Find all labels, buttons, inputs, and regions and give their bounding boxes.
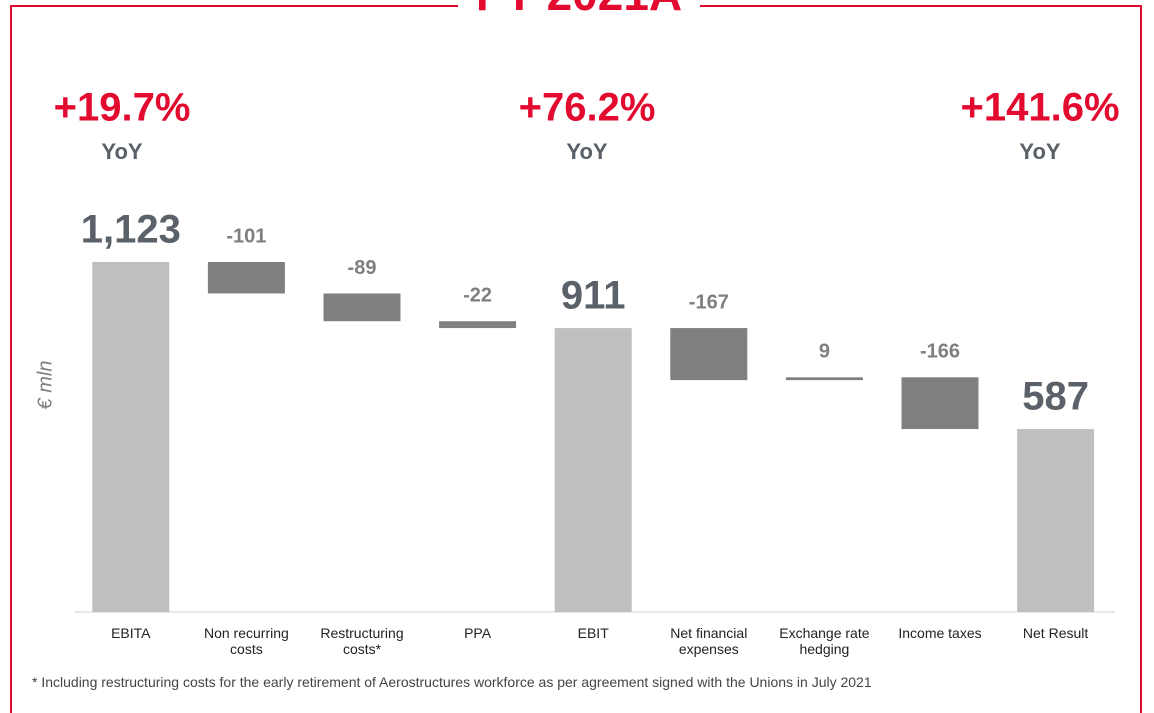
- frame: [10, 5, 1142, 713]
- value-label: -101: [226, 225, 266, 247]
- bar: [785, 377, 863, 381]
- bar: [670, 328, 748, 381]
- bar: [554, 328, 632, 612]
- bar: [901, 377, 979, 430]
- growth-annotation: +76.2%: [519, 86, 656, 130]
- x-tick-label: Income taxes: [898, 625, 982, 641]
- growth-annotation-sub: YoY: [101, 139, 142, 164]
- value-label: 1,123: [81, 208, 181, 252]
- bar: [323, 293, 401, 322]
- title: FY 2021A: [476, 0, 682, 20]
- y-axis-label: € mln: [34, 361, 56, 410]
- growth-annotation-sub: YoY: [1019, 139, 1060, 164]
- bar: [439, 321, 517, 329]
- growth-annotation: +19.7%: [54, 86, 191, 130]
- growth-annotation-sub: YoY: [566, 139, 607, 164]
- value-label: 587: [1022, 375, 1089, 419]
- bar: [92, 262, 170, 612]
- value-label: -22: [463, 284, 492, 306]
- value-label: -166: [920, 341, 960, 363]
- x-tick-label: Exchange rate hedging: [779, 625, 870, 657]
- x-tick-label: Net Result: [1022, 625, 1089, 641]
- value-label: 9: [819, 341, 830, 363]
- bar: [207, 262, 285, 294]
- growth-annotation: +141.6%: [960, 86, 1119, 130]
- value-label: -167: [689, 291, 729, 313]
- x-tick-label: Restructuring costs*: [320, 625, 404, 657]
- x-tick-label: EBIT: [577, 625, 609, 641]
- bar: [1017, 429, 1095, 612]
- x-tick-label: PPA: [464, 625, 492, 641]
- footnote: * Including restructuring costs for the …: [32, 674, 872, 690]
- x-tick-label: Non recurring costs: [203, 625, 289, 657]
- value-label: 911: [561, 274, 626, 318]
- x-tick-label: Net financial expenses: [670, 625, 748, 657]
- value-label: -89: [348, 257, 377, 279]
- x-tick-label: EBITA: [111, 625, 151, 641]
